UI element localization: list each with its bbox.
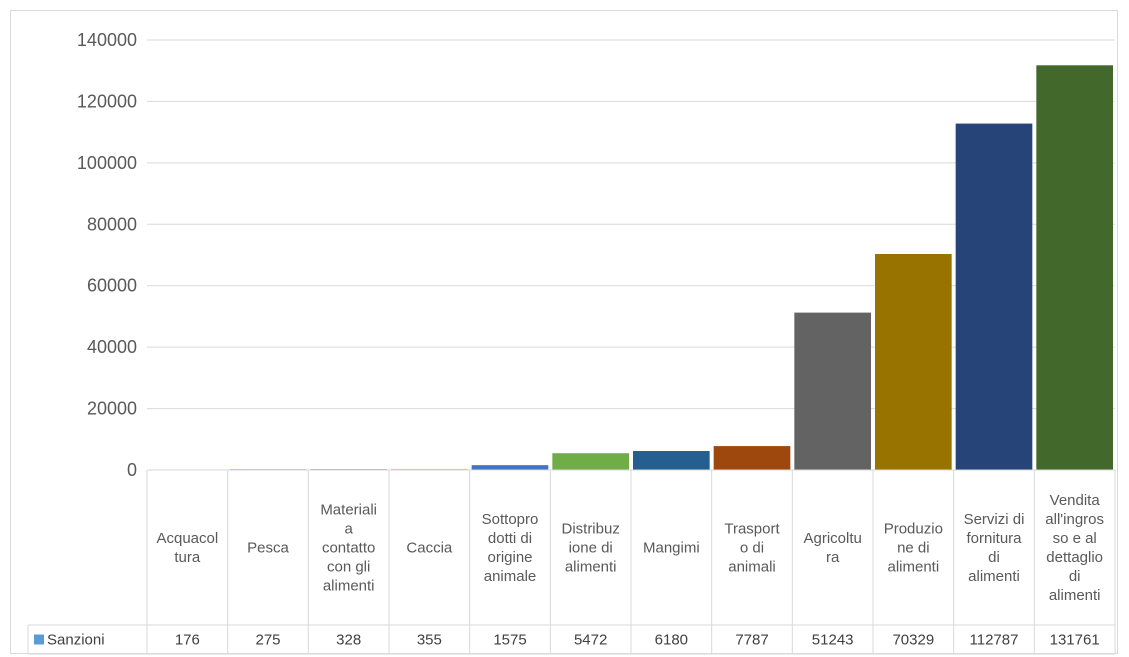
table-value: 131761 xyxy=(1050,632,1100,649)
table-value: 112787 xyxy=(970,632,1019,649)
y-axis-tick-labels: 0 20000 40000 60000 80000 100000 120000 140000 xyxy=(77,30,137,480)
table-value: 1575 xyxy=(493,632,526,649)
y-tick-label: 40000 xyxy=(87,337,137,357)
table-value: 5472 xyxy=(574,632,607,649)
category-label: Agricoltu ra xyxy=(803,530,861,566)
category-label: Vendita all'ingros so e al dettaglio di alime… xyxy=(1045,492,1104,604)
y-tick-label: 140000 xyxy=(77,30,137,50)
bar xyxy=(1036,65,1113,471)
category-label: Servizi di fornitura di alimenti xyxy=(964,511,1025,585)
table-value: 355 xyxy=(417,632,442,649)
table-value: 70329 xyxy=(892,632,934,649)
category-label: Distribuz ione di alimenti xyxy=(561,521,619,576)
data-table: Acquacol tura Pesca Materiali a contatto con g… xyxy=(27,469,1116,655)
y-tick-label: 60000 xyxy=(87,276,137,296)
table-value: 6180 xyxy=(655,632,688,649)
y-tick-label: 120000 xyxy=(77,91,137,111)
bar xyxy=(875,253,952,470)
legend-key xyxy=(34,634,44,645)
bar xyxy=(955,123,1033,470)
y-tick-label: 100000 xyxy=(77,153,137,173)
category-label: Sottopro dotti di origine animale xyxy=(482,511,539,585)
bar xyxy=(471,465,549,470)
bar xyxy=(794,312,871,470)
table-value: 7787 xyxy=(735,632,768,649)
category-label: Acquacol tura xyxy=(156,530,218,566)
bar xyxy=(552,453,629,470)
category-label: Trasport o di animali xyxy=(724,521,780,576)
category-label: Produzio ne di alimenti xyxy=(884,521,943,576)
category-label: Caccia xyxy=(406,540,453,557)
bar xyxy=(391,468,468,470)
legend-label: Sanzioni xyxy=(47,632,105,649)
category-label: Mangimi xyxy=(643,540,700,557)
bar xyxy=(633,451,710,470)
y-tick-label: 80000 xyxy=(87,214,137,234)
category-label: Materiali a contatto con gli alimenti xyxy=(320,502,377,595)
table-value: 176 xyxy=(175,632,200,649)
bar xyxy=(713,446,791,470)
gridlines xyxy=(147,39,1115,410)
y-tick-label: 0 xyxy=(127,460,137,480)
bar xyxy=(310,468,387,470)
y-tick-label: 20000 xyxy=(87,399,137,419)
table-value: 328 xyxy=(336,632,361,649)
table-value: 275 xyxy=(255,632,280,649)
table-value: 51243 xyxy=(812,632,854,649)
bars xyxy=(149,65,1113,471)
category-label: Pesca xyxy=(247,540,289,557)
